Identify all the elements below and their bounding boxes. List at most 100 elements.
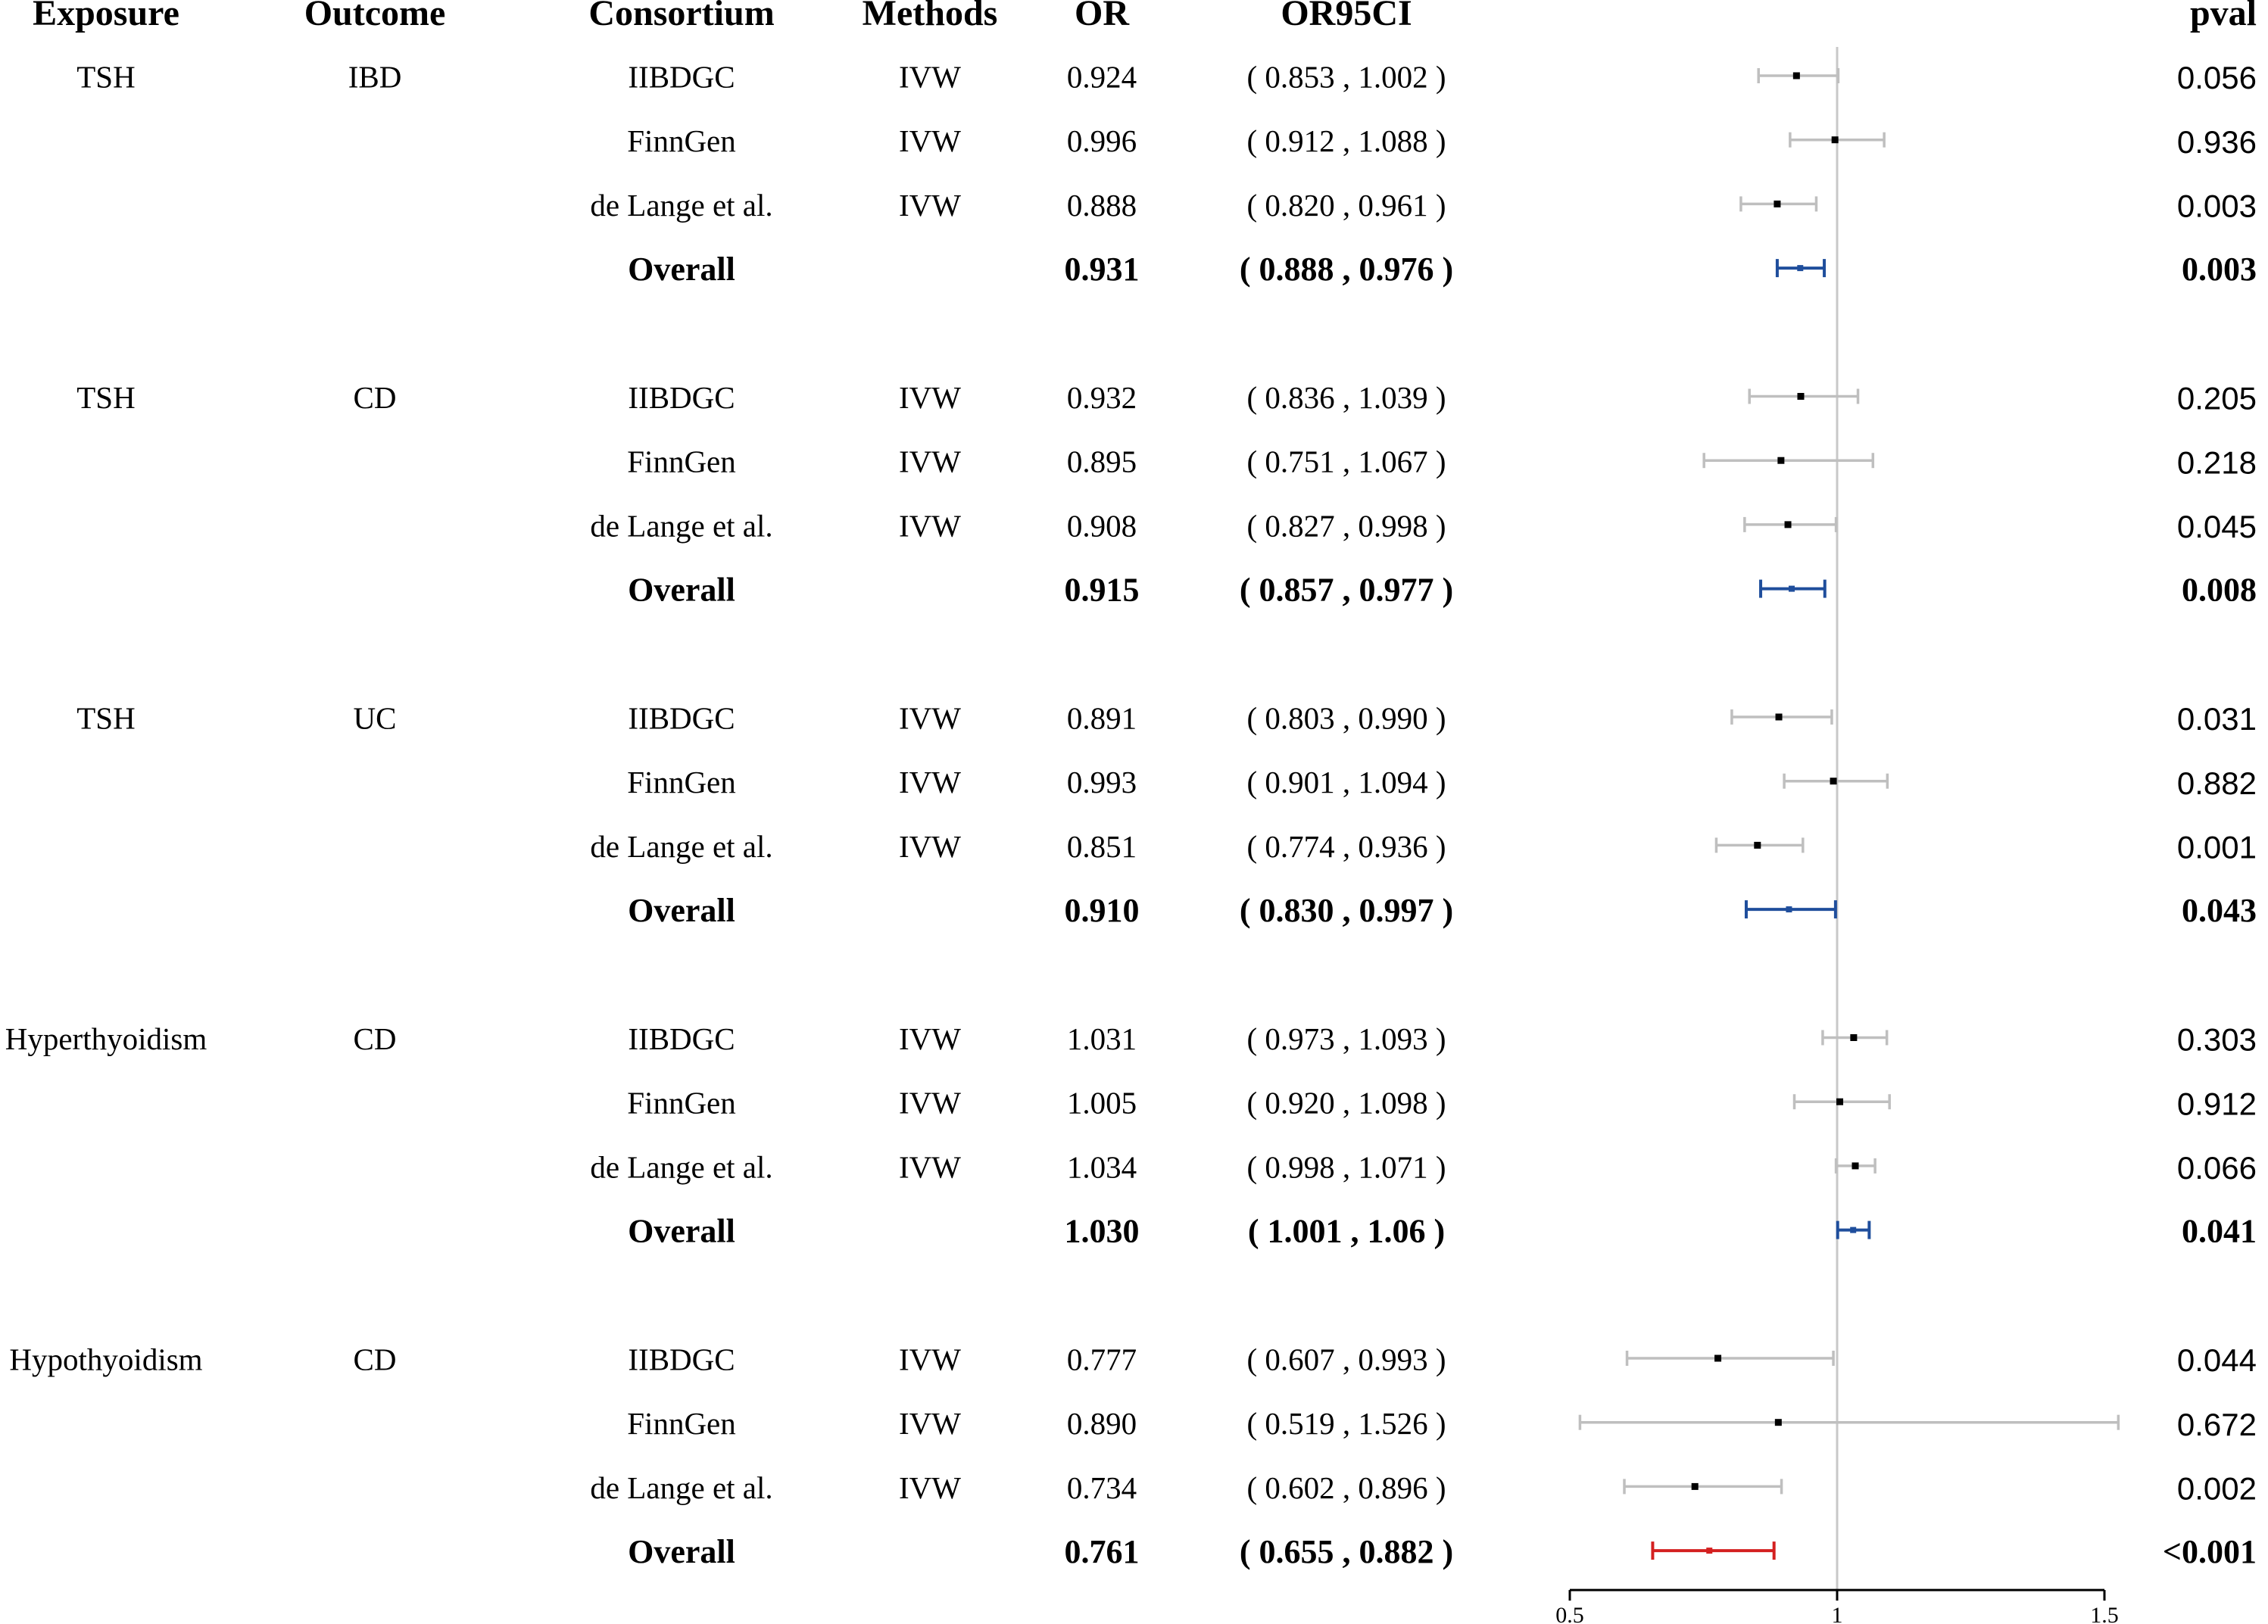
consortium-cell: de Lange et al. (590, 1470, 772, 1505)
overall-ci-mark (1775, 259, 1827, 278)
overall-pval-cell: <0.001 (2163, 1533, 2257, 1570)
point-estimate (1792, 72, 1800, 79)
point-estimate (1797, 393, 1805, 400)
consortium-cell: de Lange et al. (590, 508, 772, 543)
overall-label: Overall (628, 251, 735, 288)
consortium-cell: de Lange et al. (590, 829, 772, 864)
exposure-label: TSH (76, 700, 135, 735)
consortium-cell: IIBDGC (628, 1342, 735, 1376)
point-estimate (1691, 1482, 1699, 1490)
overall-or-cell: 0.915 (1065, 572, 1140, 609)
point-estimate (1850, 1227, 1857, 1233)
or-cell: 0.924 (1067, 59, 1137, 94)
or-cell: 0.891 (1067, 700, 1137, 735)
ci-cell: ( 0.853 , 1.002 ) (1246, 59, 1446, 94)
x-tick-label: 0.5 (1555, 1603, 1584, 1624)
point-estimate (1850, 1034, 1858, 1041)
or-cell: 0.996 (1067, 123, 1137, 158)
method-cell: IVW (899, 1149, 961, 1184)
outcome-label: CD (354, 1021, 397, 1056)
group-4: Hyperthyoidism CD IIBDGC IVW 1.031 ( 0.973 , … (5, 1021, 2257, 1250)
ci-cell: ( 0.519 , 1.526 ) (1246, 1406, 1446, 1441)
header-exposure: Exposure (33, 0, 179, 33)
study-ci-mark (1730, 709, 1833, 725)
or-cell: 0.993 (1067, 765, 1137, 800)
pval-cell: 0.912 (2177, 1086, 2257, 1121)
method-cell: IVW (899, 380, 961, 415)
table-row: de Lange et al. IVW 0.851 ( 0.774 , 0.936 )… (590, 829, 2257, 865)
point-estimate (1775, 713, 1783, 721)
or-cell: 1.031 (1067, 1021, 1137, 1056)
overall-label: Overall (628, 572, 735, 609)
overall-row: Overall 0.915 ( 0.857 , 0.977 ) 0.008 (628, 572, 2257, 609)
consortium-cell: de Lange et al. (590, 188, 772, 223)
header-consortium: Consortium (588, 0, 774, 33)
method-cell: IVW (899, 1021, 961, 1056)
pval-cell: 0.056 (2177, 60, 2257, 95)
table-row: IIBDGC IVW 0.932 ( 0.836 , 1.039 ) 0.205 (628, 380, 2257, 416)
study-ci-mark (1748, 388, 1860, 404)
consortium-cell: FinnGen (627, 123, 736, 158)
point-estimate (1777, 457, 1785, 464)
or-cell: 0.777 (1067, 1342, 1137, 1376)
x-axis: 0.5 1 1.5 (1555, 1588, 2119, 1624)
ci-cell: ( 0.827 , 0.998 ) (1246, 508, 1446, 543)
method-cell: IVW (899, 700, 961, 735)
pval-cell: 0.066 (2177, 1150, 2257, 1186)
header-pval: pval (2190, 0, 2257, 33)
point-estimate (1831, 136, 1839, 144)
point-estimate (1706, 1548, 1713, 1554)
table-row: IIBDGC IVW 0.777 ( 0.607 , 0.993 ) 0.044 (628, 1342, 2257, 1378)
outcome-label: CD (354, 380, 397, 415)
method-cell: IVW (899, 1470, 961, 1505)
point-estimate (1714, 1354, 1722, 1362)
overall-row: Overall 0.910 ( 0.830 , 0.997 ) 0.043 (628, 892, 2257, 929)
outcome-label: CD (354, 1342, 397, 1376)
ci-cell: ( 0.751 , 1.067 ) (1246, 444, 1446, 479)
table-row: FinnGen IVW 1.005 ( 0.920 , 1.098 ) 0.912 (627, 1086, 2257, 1122)
method-cell: IVW (899, 123, 961, 158)
method-cell: IVW (899, 444, 961, 479)
group-1: TSH IBD IIBDGC IVW 0.924 ( 0.853 , 1.002 ) 0.0… (76, 59, 2257, 288)
table-row: FinnGen IVW 0.993 ( 0.901 , 1.094 ) 0.882 (627, 765, 2257, 801)
method-cell: IVW (899, 829, 961, 864)
point-estimate (1754, 841, 1761, 849)
exposure-label: Hyperthyoidism (5, 1021, 207, 1056)
study-ci-mark (1757, 68, 1840, 83)
table-row: FinnGen IVW 0.890 ( 0.519 , 1.526 ) 0.672 (627, 1406, 2257, 1442)
header-methods: Methods (863, 0, 998, 33)
study-ci-mark (1821, 1030, 1889, 1046)
table-row: de Lange et al. IVW 0.888 ( 0.820 , 0.961 )… (590, 188, 2257, 224)
overall-ci-cell: ( 0.655 , 0.882 ) (1240, 1533, 1453, 1570)
overall-ci-cell: ( 1.001 , 1.06 ) (1248, 1213, 1445, 1250)
pval-cell: 0.882 (2177, 765, 2257, 801)
pval-cell: 0.002 (2177, 1470, 2257, 1506)
overall-ci-mark (1759, 579, 1827, 598)
pval-cell: 0.205 (2177, 381, 2257, 416)
overall-label: Overall (628, 1533, 735, 1570)
outcome-label: IBD (348, 59, 402, 94)
overall-ci-cell: ( 0.888 , 0.976 ) (1240, 251, 1453, 288)
ci-cell: ( 0.607 , 0.993 ) (1246, 1342, 1446, 1376)
consortium-cell: FinnGen (627, 765, 736, 800)
or-cell: 0.908 (1067, 508, 1137, 543)
study-ci-mark (1834, 1158, 1876, 1174)
or-cell: 1.005 (1067, 1086, 1137, 1121)
exposure-label: TSH (76, 380, 135, 415)
consortium-cell: FinnGen (627, 1086, 736, 1121)
header-or95ci: OR95CI (1281, 0, 1412, 33)
group-2: TSH CD IIBDGC IVW 0.932 ( 0.836 , 1.039 ) 0.20… (76, 380, 2257, 609)
overall-row: Overall 1.030 ( 1.001 , 1.06 ) 0.041 (628, 1213, 2257, 1250)
study-ci-mark (1578, 1414, 2120, 1430)
exposure-label: TSH (76, 59, 135, 94)
study-ci-mark (1739, 196, 1818, 212)
ci-cell: ( 0.803 , 0.990 ) (1246, 700, 1446, 735)
study-ci-mark (1792, 1094, 1891, 1110)
point-estimate (1830, 778, 1837, 785)
point-estimate (1852, 1162, 1859, 1170)
or-cell: 0.895 (1067, 444, 1137, 479)
pval-cell: 0.303 (2177, 1022, 2257, 1058)
overall-ci-mark (1836, 1220, 1871, 1239)
consortium-cell: IIBDGC (628, 59, 735, 94)
